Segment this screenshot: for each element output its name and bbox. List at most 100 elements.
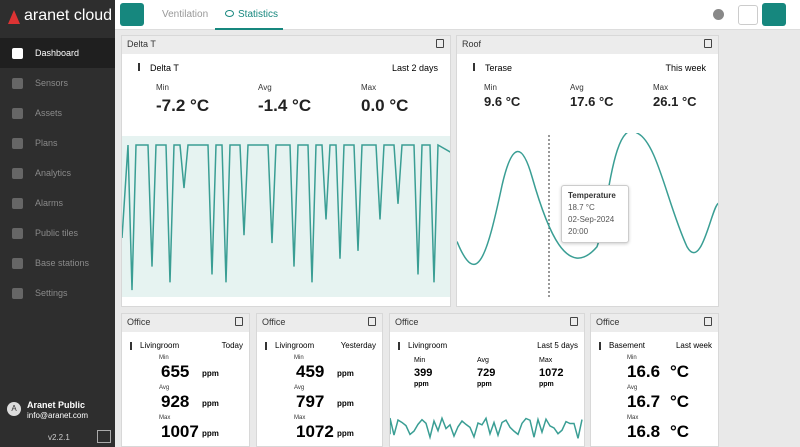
stat-number: 928 <box>161 392 190 411</box>
collapse-button[interactable] <box>97 430 111 443</box>
period: Yesterday <box>340 341 376 350</box>
stat-unit: ppm <box>202 429 219 438</box>
nav-label: Settings <box>35 288 68 298</box>
stat-label: Max <box>653 83 669 92</box>
widget-header: Office <box>591 314 718 332</box>
nav-label: Plans <box>35 138 58 148</box>
sparkline <box>122 143 450 291</box>
nav-icon <box>12 287 23 299</box>
stat-unit: ppm <box>539 381 554 388</box>
stat-number: 16.6 <box>627 362 661 381</box>
nav-icon <box>12 77 23 89</box>
stat-unit: ppm <box>477 381 492 388</box>
menu-button[interactable] <box>762 3 786 26</box>
nav-item[interactable]: Alarms <box>0 188 115 218</box>
chart-area <box>457 133 718 298</box>
copy-button[interactable] <box>570 317 578 326</box>
avatar[interactable]: A <box>7 402 21 416</box>
stat-unit: °C <box>292 96 312 115</box>
tooltip-title: Temperature <box>568 191 616 200</box>
stat-number: 0.0 <box>361 96 385 115</box>
sensor-name: Basement <box>609 341 646 350</box>
sidebar: aranet cloud Dashboard Sensors Assets Plans… <box>0 0 115 447</box>
stat-label: Avg <box>477 357 489 364</box>
nav-icon <box>12 137 23 149</box>
stat-number: 17.6 <box>570 94 596 109</box>
sensor-name: Livingroom <box>140 341 180 350</box>
nav-item[interactable]: Dashboard <box>0 38 115 68</box>
sparkline <box>457 133 718 266</box>
copy-button[interactable] <box>436 39 444 48</box>
stat-number: 16.8 <box>627 422 661 441</box>
tab[interactable]: Statistics <box>238 9 279 20</box>
sensor-icon <box>398 342 400 350</box>
nav-item[interactable]: Base stations <box>0 248 115 278</box>
sensor-name: Livingroom <box>408 341 448 350</box>
nav-icon <box>12 257 23 269</box>
user-email: info@aranet.com <box>27 411 89 420</box>
nav-label: Base stations <box>35 258 90 268</box>
sparkline <box>390 415 583 441</box>
stat-label: Min <box>484 83 497 92</box>
nav-item[interactable]: Plans <box>0 128 115 158</box>
copy-button[interactable] <box>704 39 712 48</box>
nav-item[interactable]: Public tiles <box>0 218 115 248</box>
stat-number: 1072 <box>296 422 334 441</box>
info-button[interactable] <box>713 9 724 20</box>
period: Today <box>221 341 243 350</box>
sensor-icon <box>265 342 267 350</box>
stat-number: 399 <box>414 367 433 379</box>
nav-label: Public tiles <box>35 228 79 238</box>
copy-button[interactable] <box>368 317 376 326</box>
stat-unit: ppm <box>337 369 354 378</box>
nav-icon <box>12 107 23 119</box>
tooltip: Temperature 18.7 °C 02-Sep-2024 20:00 <box>561 185 629 243</box>
stat-unit: ppm <box>202 399 219 408</box>
stat-value: 9.6 °C <box>484 94 520 109</box>
stat-unit: °C <box>670 362 690 381</box>
nav-item[interactable]: Analytics <box>0 158 115 188</box>
stat-value: -7.2 °C <box>156 96 209 116</box>
stat-label: Max <box>539 357 553 364</box>
tab-active[interactable] <box>215 0 283 30</box>
stat-label: Max <box>361 83 377 92</box>
tab[interactable]: Ventilation <box>162 9 209 20</box>
stat-label: Avg <box>159 385 170 391</box>
stat-number: 26.1 <box>653 94 679 109</box>
stat-number: -7.2 <box>156 96 186 115</box>
nav-item[interactable]: Sensors <box>0 68 115 98</box>
stat-unit: ppm <box>414 381 429 388</box>
period: Last 2 days <box>391 63 438 73</box>
period: Last week <box>675 341 712 350</box>
widget: Office Livingroom Last 5 days Min 399 ppm Avg 7… <box>389 313 585 447</box>
stat-number: 1072 <box>539 367 564 379</box>
nav-item[interactable]: Settings <box>0 278 115 308</box>
stat-unit: ppm <box>202 369 219 378</box>
nav-label: Analytics <box>35 168 72 178</box>
stat-label: Min <box>159 355 169 361</box>
stat-number: 729 <box>477 367 496 379</box>
sensor-name: Delta T <box>150 63 179 73</box>
stat-number: 459 <box>296 362 325 381</box>
sensor-name: Livingroom <box>275 341 315 350</box>
sensor-name: Terase <box>485 63 513 73</box>
copy-button[interactable] <box>704 317 712 326</box>
sensor-icon <box>130 342 132 350</box>
widget: Office Livingroom Today Min 655 ppm Avg 928 ppm M… <box>121 313 250 447</box>
copy-button[interactable] <box>235 317 243 326</box>
nav-label: Sensors <box>35 78 69 88</box>
eye-icon <box>225 10 234 17</box>
stat-label: Min <box>627 355 637 361</box>
stat-label: Max <box>159 415 171 421</box>
stat-unit: °C <box>505 94 521 109</box>
stat-label: Avg <box>570 83 584 92</box>
fullscreen-button[interactable] <box>738 5 758 25</box>
stat-label: Min <box>294 355 304 361</box>
nav-label: Assets <box>35 108 63 118</box>
period: This week <box>665 63 706 73</box>
nav-item[interactable]: Assets <box>0 98 115 128</box>
stat-value: 17.6 °C <box>570 94 614 109</box>
widget-header: Roof <box>457 36 718 54</box>
tooltip-value: 18.7 °C <box>568 203 595 212</box>
dashboard-button[interactable] <box>120 3 144 26</box>
